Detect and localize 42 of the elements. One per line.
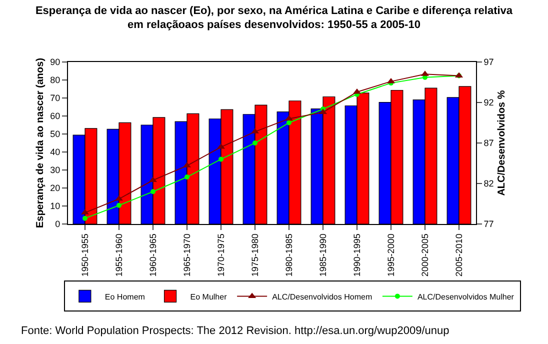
- x-tick-label: 2005-2010: [454, 234, 464, 277]
- legend-label: ALC/Desenvolvidos Homem: [272, 292, 372, 302]
- point: [252, 140, 258, 146]
- legend-label: Eo Homem: [104, 292, 146, 302]
- y-tick-label: 60: [50, 111, 60, 122]
- legend-label: Eo Mulher: [190, 292, 228, 302]
- point: [184, 174, 190, 180]
- y2-tick-label: 77: [484, 219, 494, 230]
- x-tick-label: 1965-1970: [182, 234, 192, 277]
- point: [286, 120, 292, 126]
- x-tick-label: 1960-1965: [148, 234, 158, 277]
- x-tick-label: 1955-1960: [114, 234, 124, 277]
- y2-tick-label: 82: [484, 178, 494, 189]
- x-tick-label: 1975-1980: [250, 234, 260, 277]
- y-tick-label: 40: [50, 147, 60, 158]
- point: [82, 216, 88, 221]
- y-tick-label: 10: [50, 201, 60, 212]
- y-tick-label: 70: [50, 93, 60, 104]
- x-tick-label: 1950-1955: [80, 234, 90, 277]
- x-tick-label: 1995-2000: [386, 234, 396, 277]
- y-tick-label: 50: [50, 129, 60, 140]
- point: [116, 202, 122, 208]
- point: [150, 189, 156, 194]
- y2-tick-label: 87: [484, 138, 494, 148]
- y2-axis-title: ALC/Desenvolvidos %: [496, 90, 508, 196]
- y-tick-label: 20: [50, 183, 60, 194]
- y-tick-label: 30: [50, 165, 60, 176]
- x-tick-label: 1990-1995: [352, 234, 362, 277]
- y-tick-label: 80: [50, 75, 60, 86]
- source-note: Fonte: World Population Prospects: The 2012 Revision. http://esa.un.org/wup2009/unup: [21, 325, 450, 337]
- y-tick-label: 90: [50, 57, 60, 68]
- y-tick-label: 0: [55, 219, 60, 230]
- legend-label: ALC/Desenvolvidos Mulher: [417, 292, 514, 302]
- point: [218, 156, 224, 162]
- x-tick-label: 1980-1985: [284, 234, 294, 277]
- y2-tick-label: 92: [484, 98, 494, 108]
- chart-title: Esperança de vida ao nascer (Eo), por sexo, na América Latina e Caribe e diferença relativa em relaçãoaos países desenvolvidos: 1950-55 a 2005-10: [35, 4, 514, 32]
- y2-tick-label: 97: [484, 57, 494, 68]
- x-tick-label: 1985-1990: [318, 234, 328, 277]
- x-tick-label: 2000-2005: [420, 234, 430, 277]
- y-axis-title: Esperança de vida ao nascer (anos): [35, 58, 46, 228]
- x-tick-label: 1970-1975: [216, 234, 226, 277]
